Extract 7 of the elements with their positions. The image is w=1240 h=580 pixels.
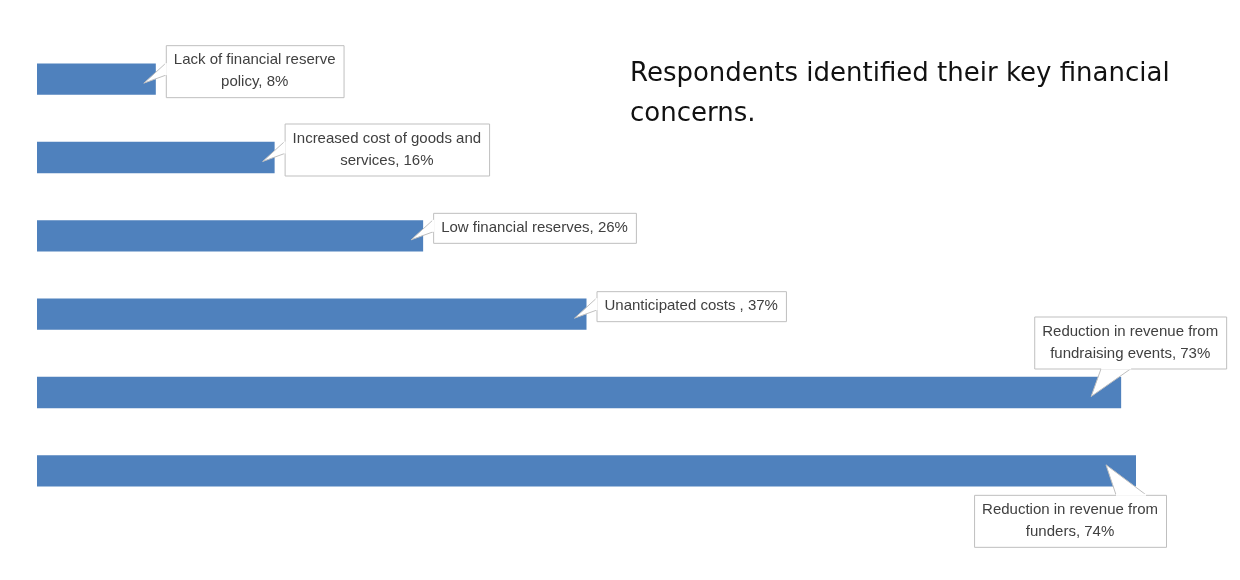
text: Respondents identified their key financial concerns. [630,56,1171,129]
data-label: Lack of financial reserve policy, 8% [173,50,336,90]
data-label: Reduction in revenue from funders, 74% [982,499,1158,539]
data-label: Unanticipated costs , 37% [604,296,778,314]
data-label: Low financial reserves, 26% [441,217,628,235]
data-label: Increased cost of goods and services, 16% [292,128,482,168]
data-label: Reduction in revenue from fundraising events, 73% [1042,321,1219,361]
